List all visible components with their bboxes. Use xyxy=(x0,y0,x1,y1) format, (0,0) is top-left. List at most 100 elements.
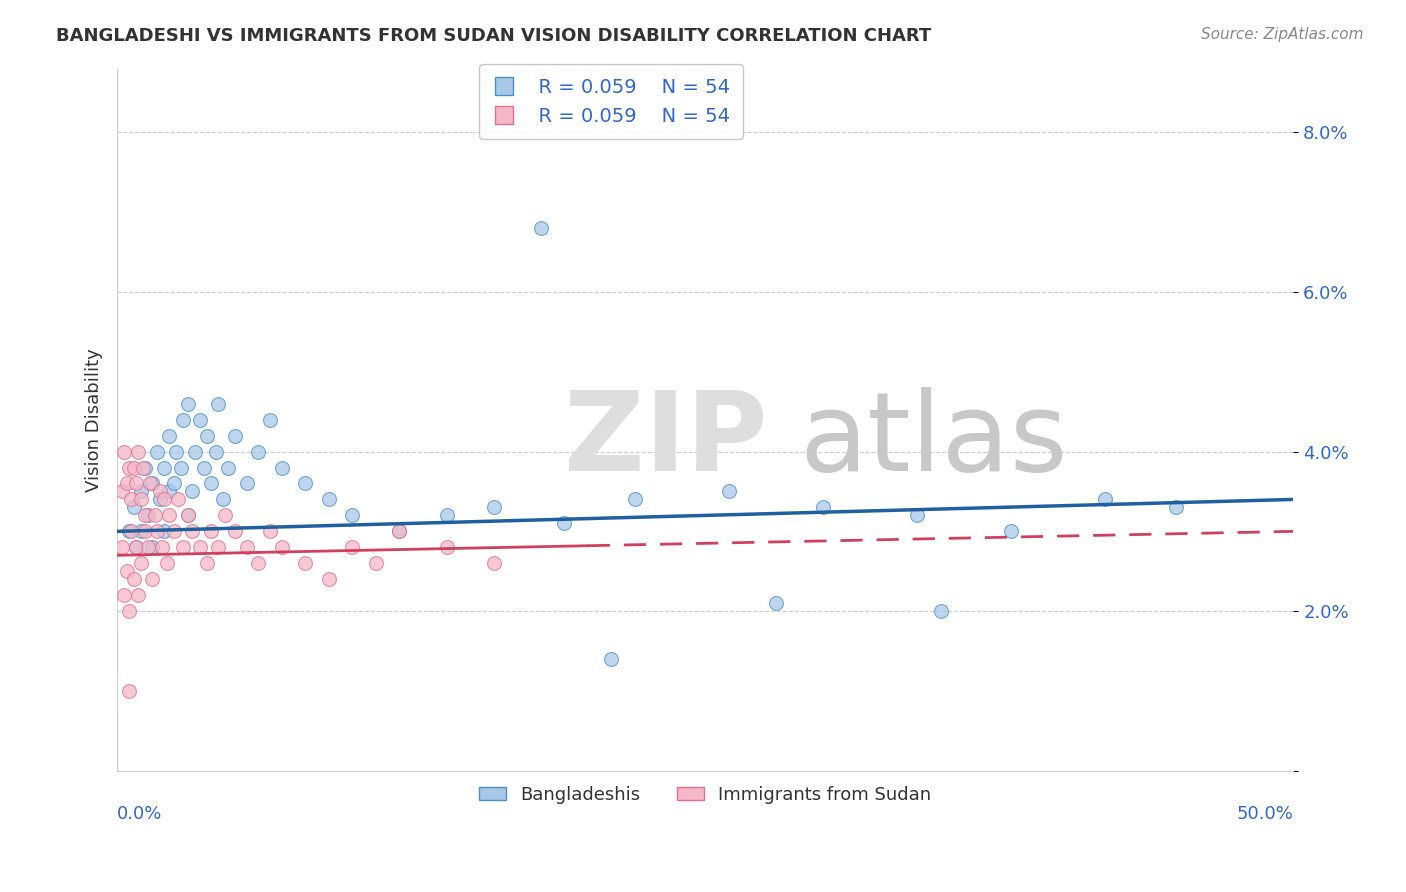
Point xyxy=(157,428,180,442)
Point xyxy=(247,444,270,458)
Point xyxy=(136,508,159,523)
Point xyxy=(364,556,387,570)
Point xyxy=(177,508,200,523)
Point xyxy=(235,541,257,555)
Point xyxy=(270,460,292,475)
Point xyxy=(120,524,142,539)
Point xyxy=(153,460,176,475)
Y-axis label: Vision Disability: Vision Disability xyxy=(86,348,103,491)
Point xyxy=(157,484,180,499)
Point xyxy=(127,444,149,458)
Point xyxy=(141,572,163,586)
Text: 50.0%: 50.0% xyxy=(1237,805,1294,823)
Point xyxy=(436,508,458,523)
Point xyxy=(929,604,952,618)
Point xyxy=(342,541,364,555)
Point xyxy=(157,508,180,523)
Point xyxy=(146,444,169,458)
Point xyxy=(115,476,138,491)
Point xyxy=(177,508,200,523)
Text: ZIP: ZIP xyxy=(564,387,768,494)
Point xyxy=(122,460,145,475)
Point xyxy=(118,604,141,618)
Point xyxy=(553,516,575,531)
Point xyxy=(217,460,239,475)
Point xyxy=(125,541,148,555)
Point xyxy=(200,524,222,539)
Point xyxy=(184,444,207,458)
Point xyxy=(224,428,246,442)
Point xyxy=(111,484,134,499)
Point xyxy=(163,524,186,539)
Point xyxy=(143,508,166,523)
Point xyxy=(1094,492,1116,507)
Point xyxy=(188,412,211,426)
Point xyxy=(181,484,204,499)
Point xyxy=(165,444,187,458)
Text: Source: ZipAtlas.com: Source: ZipAtlas.com xyxy=(1201,27,1364,42)
Point xyxy=(259,524,281,539)
Point xyxy=(129,484,152,499)
Point xyxy=(193,460,215,475)
Point xyxy=(318,492,340,507)
Point xyxy=(530,221,553,235)
Point xyxy=(129,556,152,570)
Point xyxy=(134,524,156,539)
Point xyxy=(155,556,177,570)
Point xyxy=(482,500,505,515)
Point xyxy=(623,492,645,507)
Point xyxy=(127,588,149,602)
Point xyxy=(717,484,740,499)
Point xyxy=(172,541,194,555)
Point xyxy=(205,444,228,458)
Point xyxy=(163,476,186,491)
Point xyxy=(129,524,152,539)
Point xyxy=(134,460,156,475)
Point xyxy=(294,556,316,570)
Point xyxy=(207,397,229,411)
Point xyxy=(482,556,505,570)
Point xyxy=(388,524,411,539)
Point xyxy=(134,508,156,523)
Point xyxy=(118,684,141,698)
Point xyxy=(146,524,169,539)
Point xyxy=(905,508,928,523)
Point xyxy=(115,564,138,578)
Point xyxy=(172,412,194,426)
Point xyxy=(342,508,364,523)
Point xyxy=(148,484,170,499)
Point xyxy=(270,541,292,555)
Point xyxy=(195,428,218,442)
Point xyxy=(259,412,281,426)
Point xyxy=(153,524,176,539)
Point xyxy=(388,524,411,539)
Point xyxy=(111,541,134,555)
Legend: Bangladeshis, Immigrants from Sudan: Bangladeshis, Immigrants from Sudan xyxy=(472,779,939,811)
Point xyxy=(148,492,170,507)
Text: BANGLADESHI VS IMMIGRANTS FROM SUDAN VISION DISABILITY CORRELATION CHART: BANGLADESHI VS IMMIGRANTS FROM SUDAN VIS… xyxy=(56,27,932,45)
Point xyxy=(129,492,152,507)
Point xyxy=(150,541,173,555)
Point xyxy=(141,541,163,555)
Point xyxy=(139,476,162,491)
Point xyxy=(224,524,246,539)
Point xyxy=(207,541,229,555)
Point xyxy=(167,492,190,507)
Point xyxy=(600,652,623,666)
Point xyxy=(122,500,145,515)
Point xyxy=(188,541,211,555)
Point xyxy=(195,556,218,570)
Point xyxy=(177,397,200,411)
Point xyxy=(112,588,135,602)
Point xyxy=(200,476,222,491)
Point xyxy=(1000,524,1022,539)
Point xyxy=(122,572,145,586)
Point xyxy=(1164,500,1187,515)
Point xyxy=(153,492,176,507)
Point xyxy=(170,460,193,475)
Point xyxy=(436,541,458,555)
Point xyxy=(112,444,135,458)
Point xyxy=(235,476,257,491)
Point xyxy=(120,492,142,507)
Point xyxy=(811,500,834,515)
